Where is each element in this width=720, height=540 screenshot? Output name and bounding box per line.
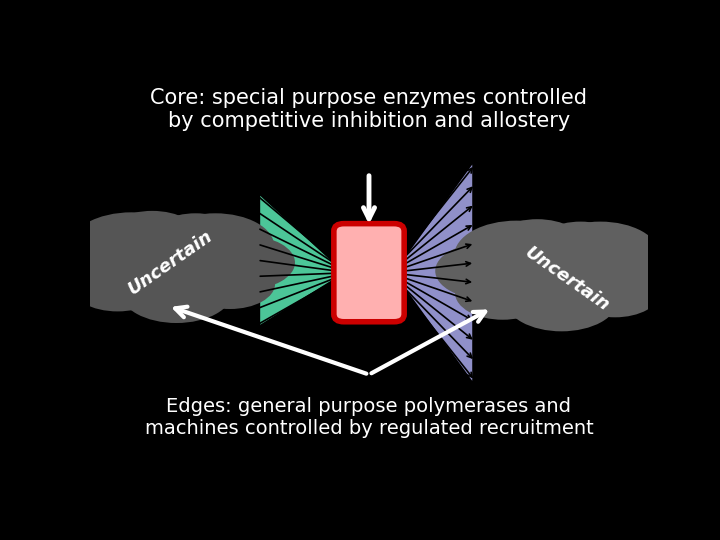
Ellipse shape — [455, 267, 550, 320]
Ellipse shape — [69, 212, 194, 282]
Ellipse shape — [541, 221, 660, 287]
FancyBboxPatch shape — [334, 224, 404, 322]
Ellipse shape — [90, 215, 263, 312]
Ellipse shape — [50, 234, 150, 291]
Ellipse shape — [585, 244, 680, 298]
Ellipse shape — [536, 221, 626, 272]
Ellipse shape — [120, 260, 233, 323]
Ellipse shape — [104, 211, 200, 264]
Ellipse shape — [200, 236, 295, 289]
Text: Core: special purpose enzymes controlled
by competitive inhibition and allostery: Core: special purpose enzymes controlled… — [150, 87, 588, 131]
Ellipse shape — [156, 213, 274, 279]
Ellipse shape — [435, 243, 536, 299]
Ellipse shape — [475, 224, 648, 321]
Ellipse shape — [70, 258, 166, 312]
Ellipse shape — [505, 268, 618, 332]
Ellipse shape — [185, 259, 275, 309]
Ellipse shape — [454, 221, 579, 290]
Text: Uncertain: Uncertain — [521, 243, 613, 315]
Ellipse shape — [570, 267, 660, 318]
Text: Uncertain: Uncertain — [125, 227, 217, 298]
Polygon shape — [260, 196, 344, 325]
Ellipse shape — [490, 219, 585, 272]
Ellipse shape — [150, 213, 240, 264]
Text: Edges: general purpose polymerases and
machines controlled by regulated recruitm: Edges: general purpose polymerases and m… — [145, 397, 593, 438]
Polygon shape — [394, 165, 472, 381]
